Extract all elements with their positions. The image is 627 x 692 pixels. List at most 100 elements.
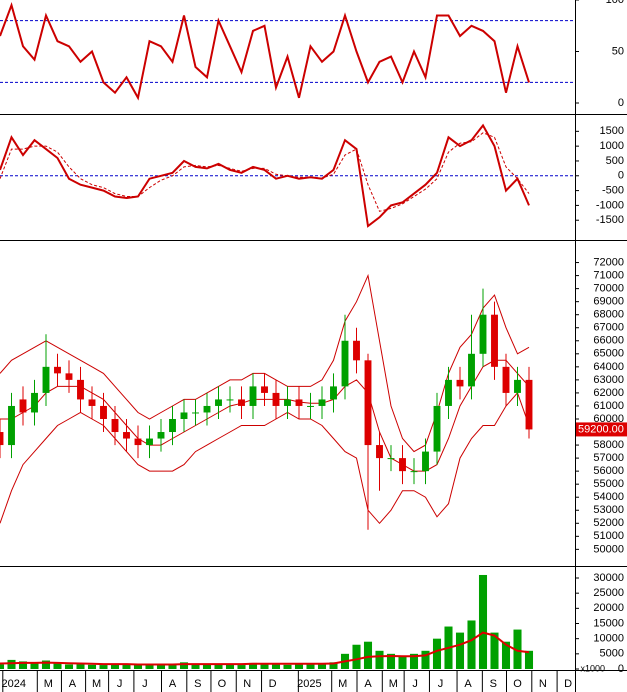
series-line	[0, 132, 530, 212]
candle-body	[353, 340, 360, 361]
y-tick-label: 64000	[593, 361, 624, 373]
volume-bar	[524, 650, 534, 669]
candle-body	[8, 405, 15, 446]
volume-bar	[409, 653, 419, 669]
series-line	[0, 123, 530, 228]
candle-body	[100, 405, 107, 419]
y-tick-label: 53000	[593, 504, 624, 516]
x-tick-label: S	[490, 678, 497, 690]
y-tick-label: 66000	[593, 335, 624, 347]
volume-bar	[64, 664, 74, 669]
volume-bar	[87, 664, 97, 669]
volume-bar	[191, 664, 200, 669]
last-price-label: 59200.00	[578, 423, 624, 435]
volume-bar	[271, 664, 281, 669]
candle-body	[295, 399, 303, 406]
y-tick-label: 1500	[600, 125, 624, 137]
y-tick-label: 25000	[593, 587, 624, 599]
x-tick-label: N	[539, 678, 547, 690]
volume-bar	[260, 663, 269, 669]
x-tick-label: D	[269, 678, 277, 690]
volume-bar	[225, 664, 235, 669]
candle-body	[284, 399, 291, 406]
volume-bar	[317, 663, 327, 669]
x-tick-label: A	[464, 678, 472, 690]
candle-body	[272, 392, 280, 406]
y-tick-label: 54000	[593, 491, 624, 503]
y-tick-label: 50000	[593, 543, 624, 555]
volume-bar	[455, 632, 465, 669]
last-price-box	[576, 422, 627, 437]
y-tick-label: 63000	[593, 374, 624, 386]
volume-bar	[214, 663, 223, 669]
volume-bar	[41, 660, 51, 669]
y-tick-label: 69000	[593, 296, 624, 308]
y-tick-label: 52000	[593, 517, 624, 529]
volume-bar	[202, 664, 212, 669]
y-tick-label: 1000	[600, 140, 624, 152]
volume-bar	[168, 664, 177, 669]
volume-bar	[110, 663, 120, 669]
volume-bar	[18, 661, 28, 669]
volume-bar	[145, 663, 154, 669]
volume-bar	[306, 664, 315, 669]
candle-body	[169, 418, 176, 433]
x-tick-label: S	[194, 678, 201, 690]
candle-body	[54, 366, 61, 374]
candle-body	[19, 399, 27, 413]
y-tick-label: 56000	[593, 465, 624, 477]
candle-body	[456, 379, 464, 387]
candle-body	[364, 360, 372, 446]
y-tick-label: 70000	[593, 283, 624, 295]
y-tick-label: 61000	[593, 400, 624, 412]
volume-bar	[398, 656, 407, 669]
candle-body	[226, 399, 234, 401]
y-tick-label: 58000	[593, 439, 624, 451]
candle-body	[0, 432, 4, 446]
candle-body	[134, 438, 142, 446]
x-tick-label: A	[364, 678, 372, 690]
candle-body	[180, 412, 188, 419]
volume-bar	[122, 664, 131, 669]
y-tick-label: 57000	[593, 452, 624, 464]
y-tick-label: -1500	[596, 214, 624, 226]
x-tick-label: M	[92, 678, 101, 690]
candle-body	[422, 451, 429, 472]
candle-body	[65, 373, 73, 380]
volume-bar	[179, 662, 189, 669]
y-tick-label: 55000	[593, 478, 624, 490]
candle-body	[157, 432, 165, 439]
candle-body	[249, 386, 257, 406]
y-tick-label: 51000	[593, 530, 624, 542]
candle-body	[399, 458, 406, 472]
volume-bar	[30, 662, 39, 669]
volume-bar	[386, 653, 396, 669]
candle-body	[261, 386, 268, 393]
candle-body	[433, 405, 441, 452]
x-tick-label: 2025	[297, 678, 321, 690]
series-line	[0, 631, 530, 666]
volume-bar	[478, 574, 488, 669]
y-tick-label: 10000	[593, 633, 624, 645]
candle-body	[330, 386, 337, 400]
x-tick-label: D	[564, 678, 572, 690]
y-tick-label: 5000	[600, 648, 624, 660]
candle-body	[31, 392, 38, 413]
volume-bar	[329, 662, 338, 669]
y-tick-label: -500	[602, 184, 624, 196]
y-tick-label: 0	[618, 663, 624, 675]
volume-bar	[99, 665, 108, 669]
candle-body	[318, 399, 326, 406]
candle-body	[387, 458, 395, 460]
y-tick-label: 30000	[593, 572, 624, 584]
y-tick-label: 15000	[593, 617, 624, 629]
y-tick-label: 72000	[593, 256, 624, 268]
candle-body	[491, 314, 498, 367]
x-tick-label: O	[218, 678, 227, 690]
y-tick-label: 0	[618, 97, 624, 109]
series-line	[0, 1, 530, 101]
y-tick-label: 65000	[593, 348, 624, 360]
x-tick-label: J	[142, 678, 148, 690]
